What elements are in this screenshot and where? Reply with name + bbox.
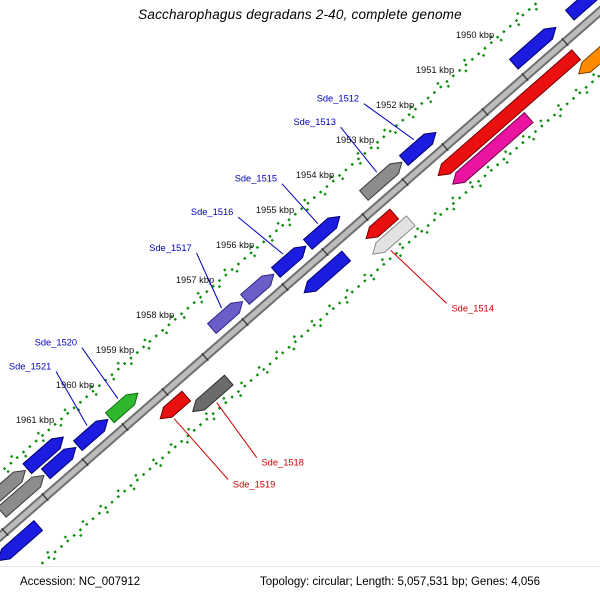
kbp-label: 1955 kbp bbox=[256, 205, 294, 215]
kbp-tick bbox=[81, 457, 89, 467]
gene-arrow-feature-22[interactable] bbox=[0, 519, 44, 566]
gene-leader-line-Sde_1512 bbox=[363, 103, 415, 141]
gene-arrow-feature-13[interactable] bbox=[0, 466, 30, 510]
gene-label-Sde_1518[interactable]: Sde_1518 bbox=[261, 458, 303, 468]
kbp-label: 1961 kbp bbox=[16, 415, 54, 425]
gc-skew-dots bbox=[0, 0, 594, 543]
gene-leader-line-Sde_1515 bbox=[281, 183, 319, 225]
gene-leader-line-Sde_1520 bbox=[81, 347, 119, 399]
gene-leader-line-Sde_1521 bbox=[55, 371, 88, 426]
kbp-label: 1950 kbp bbox=[456, 30, 494, 40]
gene-arrow-Sde_1512[interactable] bbox=[398, 128, 441, 167]
gene-arrow-feature-11[interactable] bbox=[0, 471, 48, 518]
gene-leader-line-Sde_1516 bbox=[237, 216, 284, 255]
gene-arrow-Sde_1517[interactable] bbox=[206, 297, 247, 335]
genome-summary-text: Topology: circular; Length: 5,057,531 bp… bbox=[260, 576, 541, 588]
gene-label-Sde_1514[interactable]: Sde_1514 bbox=[451, 303, 493, 313]
kbp-tick bbox=[281, 282, 289, 292]
gene-arrow-Sde_1514[interactable] bbox=[368, 215, 416, 259]
gene-label-Sde_1512[interactable]: Sde_1512 bbox=[317, 94, 359, 104]
gene-leader-line-Sde_1518 bbox=[216, 402, 258, 458]
gene-label-Sde_1516[interactable]: Sde_1516 bbox=[191, 207, 233, 217]
kbp-label: 1952 kbp bbox=[376, 100, 414, 110]
annotation-layer: 1950 kbp 1951 kbp 1952 kbp 1953 kbp 1954 kbp… bbox=[9, 30, 494, 490]
gene-arrow-Sde_1519[interactable] bbox=[156, 390, 192, 424]
gene-arrow-feature-16[interactable] bbox=[448, 111, 534, 189]
kbp-tick bbox=[241, 317, 249, 327]
kbp-tick bbox=[561, 37, 569, 47]
kbp-tick bbox=[481, 107, 489, 117]
kbp-label: 1959 kbp bbox=[96, 345, 134, 355]
gene-arrow-Sde_1516[interactable] bbox=[270, 241, 311, 279]
gene-leader-line-Sde_1517 bbox=[196, 252, 222, 309]
gene-arrow-feature-1[interactable] bbox=[508, 23, 561, 70]
gene-arrow-Sde_1518[interactable] bbox=[188, 374, 234, 416]
kbp-tick bbox=[1, 527, 9, 537]
genome-backbone-core bbox=[0, 0, 600, 580]
gene-label-Sde_1517[interactable]: Sde_1517 bbox=[149, 243, 191, 253]
gene-arrow-feature-0[interactable] bbox=[564, 0, 600, 21]
kbp-tick bbox=[321, 247, 329, 257]
gene-leader-line-Sde_1513 bbox=[340, 126, 378, 173]
kbp-label: 1954 kbp bbox=[296, 170, 334, 180]
gc-skew-dots bbox=[0, 25, 600, 600]
kbp-label: 1957 kbp bbox=[176, 275, 214, 285]
gene-arrow-feature-15[interactable] bbox=[434, 49, 582, 180]
kbp-label: 1960 kbp bbox=[56, 380, 94, 390]
gene-leader-line-Sde_1519 bbox=[173, 418, 229, 480]
kbp-tick bbox=[521, 72, 529, 82]
gene-label-Sde_1513[interactable]: Sde_1513 bbox=[293, 117, 335, 127]
gene-arrow-feature-6[interactable] bbox=[240, 269, 278, 306]
gene-label-Sde_1519[interactable]: Sde_1519 bbox=[233, 480, 275, 490]
gc-skew-dots-scatter bbox=[0, 21, 600, 600]
kbp-tick bbox=[401, 177, 409, 187]
kbp-tick bbox=[441, 142, 449, 152]
gc-skew-dots-scatter bbox=[0, 0, 597, 546]
kbp-tick bbox=[121, 422, 129, 432]
kbp-label: 1958 kbp bbox=[136, 310, 174, 320]
gene-arrow-feature-17[interactable] bbox=[362, 208, 400, 243]
page-title: Saccharophagus degradans 2-40, complete … bbox=[138, 7, 462, 22]
gene-arrow-feature-12[interactable] bbox=[22, 432, 68, 475]
gene-arrow-feature-10[interactable] bbox=[40, 443, 81, 480]
gene-leader-line-Sde_1514 bbox=[390, 250, 448, 304]
genome-backbone bbox=[0, 0, 600, 581]
gene-arrow-Sde_1513[interactable] bbox=[358, 157, 407, 202]
gene-arrow-Sde_1521[interactable] bbox=[72, 415, 113, 452]
kbp-tick bbox=[41, 492, 49, 502]
accession-text: Accession: NC_007912 bbox=[20, 576, 141, 588]
gene-label-Sde_1521[interactable]: Sde_1521 bbox=[9, 362, 51, 372]
status-bar: Accession: NC_007912 Topology: circular;… bbox=[0, 566, 600, 600]
kbp-label: 1951 kbp bbox=[416, 65, 454, 75]
kbp-label: 1956 kbp bbox=[216, 240, 254, 250]
gene-arrow-feature-14[interactable] bbox=[574, 36, 600, 78]
kbp-tick bbox=[201, 352, 209, 362]
kbp-label: 1953 kbp bbox=[336, 135, 374, 145]
gene-arrow-Sde_1515[interactable] bbox=[302, 212, 345, 251]
gene-label-Sde_1520[interactable]: Sde_1520 bbox=[35, 338, 77, 348]
gene-label-Sde_1515[interactable]: Sde_1515 bbox=[235, 174, 277, 184]
gene-arrow-feature-19[interactable] bbox=[300, 250, 352, 298]
kbp-tick bbox=[361, 212, 369, 222]
gene-arrow-Sde_1520[interactable] bbox=[104, 388, 143, 424]
kbp-tick bbox=[161, 387, 169, 397]
